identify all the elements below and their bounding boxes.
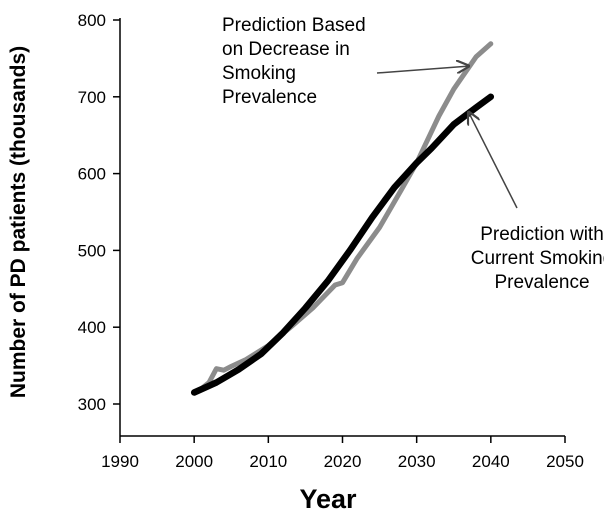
y-tick-label: 700 xyxy=(78,88,106,107)
x-ticks: 1990 2000 2010 2020 2030 2040 2050 xyxy=(101,436,584,471)
annotations: Prediction Based on Decrease in Smoking Pre… xyxy=(222,15,604,293)
x-tick-label: 2030 xyxy=(398,452,436,471)
x-tick-label: 2020 xyxy=(324,452,362,471)
y-tick-label: 500 xyxy=(78,241,106,260)
annotation-text-2: Prediction with Current Smoking Prevalence xyxy=(471,224,604,293)
x-tick-label: 2050 xyxy=(546,452,584,471)
y-axis-label: Number of PD patients (thousands) xyxy=(7,46,30,398)
series-line-2 xyxy=(190,93,495,396)
annotation-line: Prevalence xyxy=(222,87,317,108)
series-group xyxy=(190,41,495,396)
x-tick-label: 2040 xyxy=(472,452,510,471)
x-tick-label: 1990 xyxy=(101,452,139,471)
x-tick-label: 2000 xyxy=(175,452,213,471)
annotation-line: Smoking xyxy=(222,63,296,84)
annotation-line: Prediction with xyxy=(480,224,604,245)
x-axis-label: Year xyxy=(299,484,357,514)
annotation-line: Prevalence xyxy=(494,272,589,293)
series-line-1 xyxy=(191,41,494,395)
annotation-line: on Decrease in xyxy=(222,39,350,60)
y-tick-label: 400 xyxy=(78,318,106,337)
y-ticks: 300 400 500 600 700 800 xyxy=(78,11,120,414)
annotation-line: Current Smoking xyxy=(471,248,604,269)
annotation-line: Prediction Based xyxy=(222,15,366,36)
y-tick-label: 800 xyxy=(78,11,106,30)
annotation-text-1: Prediction Based on Decrease in Smoking Pre… xyxy=(222,15,366,108)
y-tick-label: 300 xyxy=(78,395,106,414)
annotation-arrow-1 xyxy=(376,66,469,74)
x-tick-label: 2010 xyxy=(249,452,287,471)
annotation-arrow-2 xyxy=(469,112,518,209)
y-tick-label: 600 xyxy=(78,165,106,184)
